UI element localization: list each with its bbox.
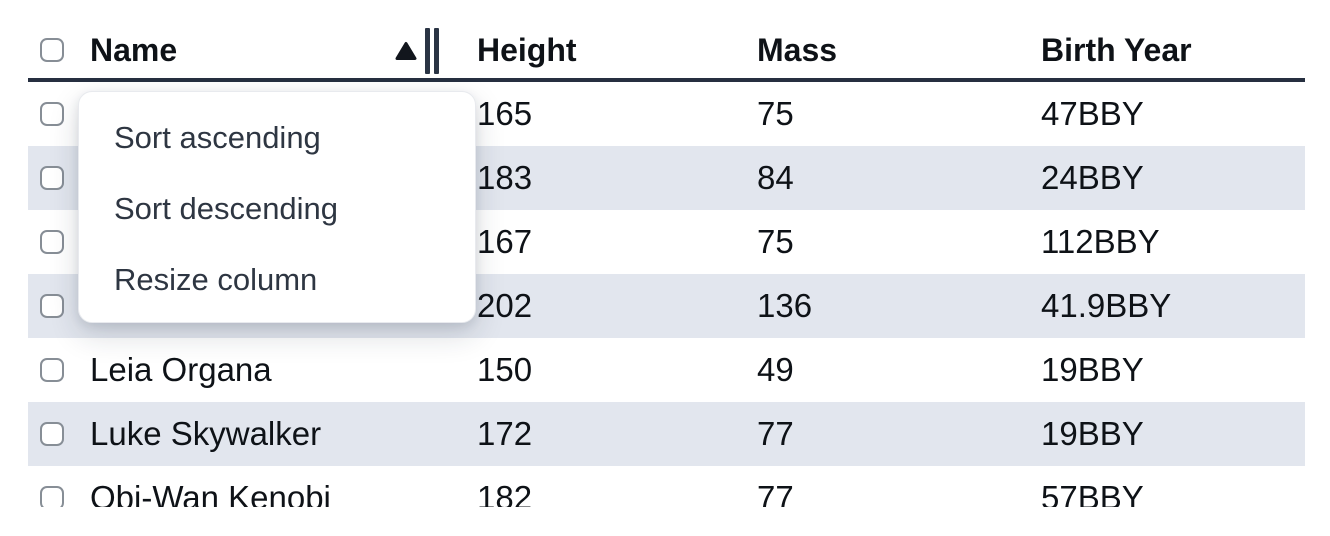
cell-mass: 77 [757,415,794,452]
menu-item-resize-column[interactable]: Resize column [114,261,318,297]
table-row[interactable]: Luke Skywalker 172 77 19BBY [28,402,1305,466]
column-context-menu: Sort ascending Sort descending Resize co… [78,91,476,323]
cell-height: 183 [477,159,533,196]
menu-item-sort-descending[interactable]: Sort descending [114,190,339,226]
row-checkbox-cell [28,422,78,446]
row-checkbox[interactable] [40,486,64,507]
cell-height: 182 [477,479,533,507]
cell-birth-year: 112BBY [1041,223,1160,260]
column-header-name[interactable]: Name [90,31,178,68]
select-all-checkbox[interactable] [40,38,64,62]
cell-name: Luke Skywalker [90,415,322,452]
header-checkbox-cell [28,38,78,62]
cell-mass: 136 [757,287,813,324]
cell-mass: 75 [757,95,794,132]
cell-name: Obi-Wan Kenobi [90,479,331,507]
row-checkbox-cell [28,486,78,507]
table-row[interactable]: Leia Organa 150 49 19BBY [28,338,1305,402]
column-header-height[interactable]: Height [477,31,577,68]
table-row[interactable]: Obi-Wan Kenobi 182 77 57BBY [28,466,1305,507]
table-header-row: Name Height Mass Birth Year [28,22,1305,82]
row-checkbox[interactable] [40,102,64,126]
cell-height: 167 [477,223,533,260]
cell-birth-year: 41.9BBY [1041,287,1172,324]
row-checkbox[interactable] [40,230,64,254]
cell-height: 202 [477,287,533,324]
row-checkbox-cell [28,230,78,254]
cell-height: 150 [477,351,533,388]
cell-height: 165 [477,95,533,132]
column-resize-handle-icon[interactable] [425,28,439,74]
column-header-mass[interactable]: Mass [757,31,838,68]
cell-mass: 75 [757,223,794,260]
row-checkbox-cell [28,102,78,126]
row-checkbox[interactable] [40,358,64,382]
cell-height: 172 [477,415,533,452]
column-header-birth-year[interactable]: Birth Year [1041,31,1192,68]
row-checkbox-cell [28,294,78,318]
cell-mass: 84 [757,159,794,196]
cell-mass: 49 [757,351,794,388]
row-checkbox-cell [28,358,78,382]
cell-name: Leia Organa [90,351,272,388]
cell-birth-year: 57BBY [1041,479,1144,507]
sort-ascending-icon [395,42,417,60]
cell-birth-year: 47BBY [1041,95,1144,132]
cell-mass: 77 [757,479,794,507]
row-checkbox[interactable] [40,294,64,318]
cell-birth-year: 24BBY [1041,159,1144,196]
cell-birth-year: 19BBY [1041,415,1144,452]
cell-birth-year: 19BBY [1041,351,1144,388]
menu-item-sort-ascending[interactable]: Sort ascending [114,119,321,155]
row-checkbox-cell [28,166,78,190]
row-checkbox[interactable] [40,166,64,190]
row-checkbox[interactable] [40,422,64,446]
